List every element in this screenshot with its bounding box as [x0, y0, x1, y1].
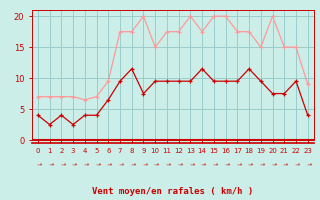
Text: ↗: ↗ — [257, 162, 264, 168]
Text: ↗: ↗ — [46, 162, 53, 168]
Text: ↗: ↗ — [234, 162, 241, 168]
Text: ↗: ↗ — [199, 162, 205, 168]
Text: ↗: ↗ — [187, 162, 194, 168]
Text: ↗: ↗ — [304, 162, 311, 168]
Text: ↗: ↗ — [35, 162, 41, 168]
Text: ↗: ↗ — [281, 162, 288, 168]
Text: ↗: ↗ — [105, 162, 112, 168]
Text: ↗: ↗ — [222, 162, 229, 168]
Text: ↗: ↗ — [128, 162, 135, 168]
Text: ↗: ↗ — [211, 162, 217, 168]
Text: ↗: ↗ — [116, 162, 124, 168]
Text: ↗: ↗ — [292, 162, 300, 168]
Text: ↗: ↗ — [81, 162, 88, 168]
Text: ↗: ↗ — [140, 162, 147, 168]
Text: Vent moyen/en rafales ( km/h ): Vent moyen/en rafales ( km/h ) — [92, 187, 253, 196]
Text: ↗: ↗ — [93, 162, 100, 168]
Text: ↗: ↗ — [175, 162, 182, 168]
Text: ↗: ↗ — [70, 162, 76, 168]
Text: ↗: ↗ — [246, 162, 252, 168]
Text: ↗: ↗ — [164, 162, 170, 168]
Text: ↗: ↗ — [58, 162, 65, 168]
Text: ↗: ↗ — [269, 162, 276, 168]
Text: ↗: ↗ — [152, 162, 159, 168]
